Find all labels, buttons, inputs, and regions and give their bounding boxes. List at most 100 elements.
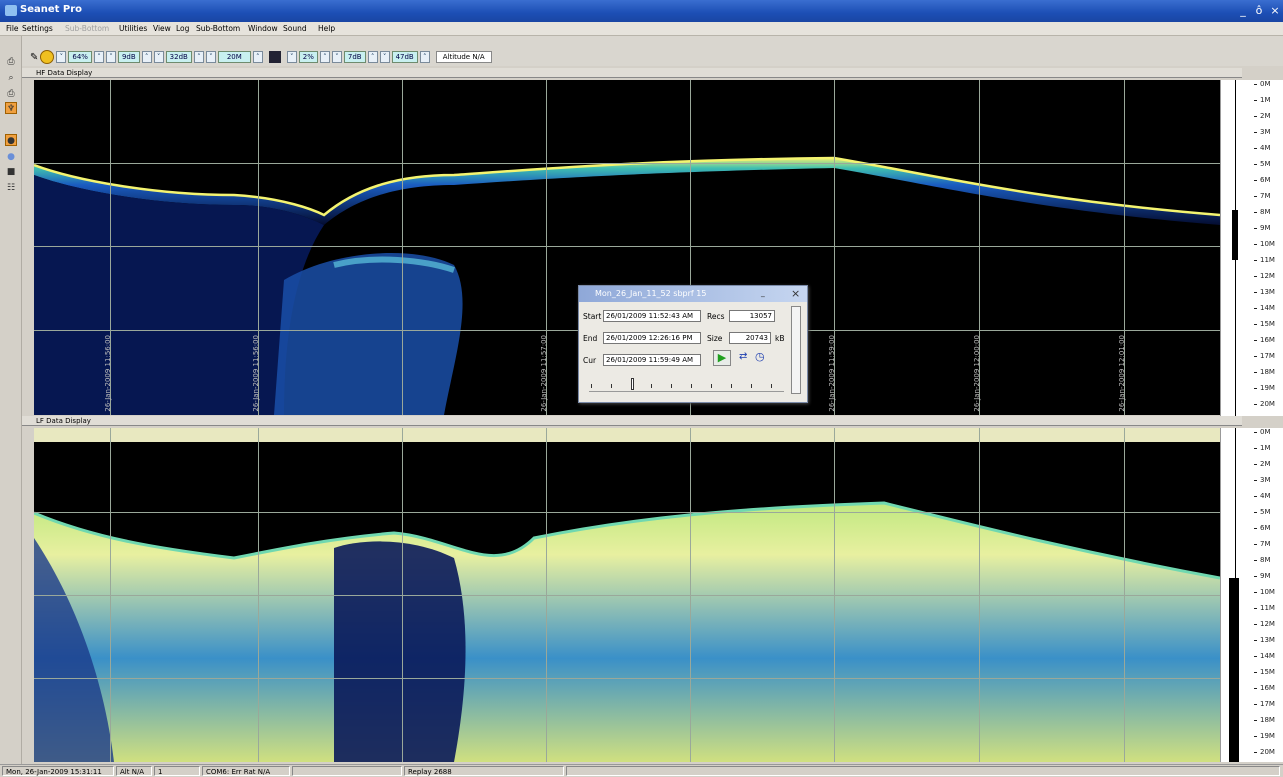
range-up[interactable]: ˄ <box>252 51 263 63</box>
hf-range-db-down[interactable]: ˅ <box>153 51 164 63</box>
depth-tick-label: 1M <box>1254 96 1271 104</box>
status-empty <box>566 766 1280 776</box>
menu-log[interactable]: Log <box>176 24 190 33</box>
dialog-close-button[interactable]: × <box>791 287 801 300</box>
sonar-controls: ✎ ˅ 64% ˄ ˅ 9dB ˄ ˅ 32dB ˄ ˅ 20M ˄ ˅ 2% … <box>30 50 492 64</box>
left-toolbar: ⎙ ⌕ ⎙ ♆ ● ● ■ ☷ <box>0 36 22 776</box>
status-num: 1 <box>154 766 200 776</box>
hf-gain-down[interactable]: ˅ <box>56 51 67 63</box>
pen-icon[interactable]: ✎ <box>30 51 39 63</box>
menu-file[interactable]: File <box>6 24 19 33</box>
range-down[interactable]: ˅ <box>205 51 216 63</box>
start-label: Start <box>583 312 602 321</box>
depth-tick-label: 4M <box>1254 144 1271 152</box>
hf-gain-up[interactable]: ˄ <box>93 51 104 63</box>
lf-panel-title: LF Data Display <box>22 416 1242 426</box>
print-preview-icon[interactable]: ⎙ <box>7 89 15 99</box>
depth-tick-label: 6M <box>1254 176 1271 184</box>
size-label: Size <box>707 334 723 343</box>
recs-field: 13057 <box>729 310 775 322</box>
hf-timestamp: 26-Jan-2009 11:56:00 <box>104 335 112 412</box>
minimize-button[interactable]: _ <box>1240 4 1246 17</box>
depth-tick-label: 18M <box>1254 716 1275 724</box>
menu-utilities[interactable]: Utilities <box>119 24 148 33</box>
dialog-title: Mon_26_Jan_11_52 sbprf 15 <box>579 286 807 302</box>
depth-tick-label: 17M <box>1254 352 1275 360</box>
stop-icon[interactable]: ■ <box>6 167 16 177</box>
zoom-icon[interactable]: ⌕ <box>8 73 14 83</box>
depth-tick-label: 7M <box>1254 192 1271 200</box>
end-field[interactable]: 26/01/2009 12:26:16 PM <box>603 332 701 344</box>
lf-gain-up[interactable]: ˄ <box>319 51 330 63</box>
depth-tick-label: 18M <box>1254 368 1275 376</box>
lf-range-db-up[interactable]: ˄ <box>419 51 430 63</box>
hf-timestamp: 26-Jan-2009 11:56:00 <box>252 335 260 412</box>
depth-tick-label: 20M <box>1254 748 1275 756</box>
depth-tick-label: 14M <box>1254 652 1275 660</box>
depth-tick-label: 11M <box>1254 604 1275 612</box>
playback-slider[interactable] <box>589 378 784 392</box>
hf-timestamp: 26-Jan-2009 12:01:00 <box>1118 335 1126 412</box>
restore-button[interactable]: ô <box>1255 4 1263 17</box>
end-label: End <box>583 334 598 343</box>
lf-gain-value: 2% <box>298 51 318 63</box>
menu-settings[interactable]: Settings <box>22 24 53 33</box>
menu-sub-bottom-disabled: Sub-Bottom <box>65 24 110 33</box>
menu-sound[interactable]: Sound <box>283 24 307 33</box>
depth-tick-label: 16M <box>1254 336 1275 344</box>
depth-tick-label: 15M <box>1254 668 1275 676</box>
menu-window[interactable]: Window <box>248 24 278 33</box>
status-alt: Alt N/A <box>116 766 152 776</box>
play-icon[interactable]: ● <box>7 152 15 162</box>
depth-tick-label: 1M <box>1254 444 1271 452</box>
depth-tick-label: 9M <box>1254 224 1271 232</box>
start-field[interactable]: 26/01/2009 11:52:43 AM <box>603 310 701 322</box>
app-icon <box>5 5 17 16</box>
lf-sonar-image <box>34 428 1220 762</box>
depth-tick-label: 19M <box>1254 384 1275 392</box>
lf-range-db-down[interactable]: ˅ <box>379 51 390 63</box>
settings-icon[interactable]: ☷ <box>6 183 16 193</box>
timer-icon[interactable]: ◷ <box>755 350 765 363</box>
print-icon[interactable]: ⎙ <box>7 57 15 67</box>
depth-tick-label: 20M <box>1254 400 1275 408</box>
lf-contrast-up[interactable]: ˄ <box>367 51 378 63</box>
lf-gain-down[interactable]: ˅ <box>286 51 297 63</box>
recs-label: Recs <box>707 312 725 321</box>
lf-contrast-value: 7dB <box>343 51 366 63</box>
hf-range-db-up[interactable]: ˄ <box>193 51 204 63</box>
hf-depth-scale: 0M 1M 2M 3M 4M 5M 6M 7M 8M 9M 10M 11M 12… <box>1220 80 1283 416</box>
menu-help[interactable]: Help <box>318 24 336 33</box>
hf-data-display[interactable]: 26-Jan-2009 11:56:00 26-Jan-2009 11:56:0… <box>34 80 1220 415</box>
menu-sub-bottom[interactable]: Sub-Bottom <box>196 24 241 33</box>
hf-contrast-up[interactable]: ˄ <box>141 51 152 63</box>
hf-range-db-value: 32dB <box>165 51 192 63</box>
app-title: Seanet Pro <box>20 4 83 15</box>
lf-range-db-value: 47dB <box>391 51 418 63</box>
hf-panel-title: HF Data Display <box>22 68 1242 78</box>
menu-view[interactable]: View <box>153 24 171 33</box>
record-icon[interactable]: ● <box>5 134 17 146</box>
lf-contrast-down[interactable]: ˅ <box>331 51 342 63</box>
cur-field[interactable]: 26/01/2009 11:59:49 AM <box>603 354 701 366</box>
lf-data-display[interactable] <box>34 428 1220 762</box>
grid-icon[interactable] <box>268 51 281 63</box>
dialog-scrollbar[interactable] <box>791 306 801 394</box>
close-button[interactable]: × <box>1270 4 1280 17</box>
depth-tick-label: 3M <box>1254 476 1271 484</box>
marker-icon[interactable]: ♆ <box>5 102 17 114</box>
title-bar: Seanet Pro _ ô × <box>0 0 1283 22</box>
menu-bar: File Settings Sub-Bottom Utilities View … <box>0 22 1283 36</box>
cur-label: Cur <box>583 356 597 365</box>
loop-icon[interactable]: ⇄ <box>739 351 748 362</box>
dialog-minimize-button[interactable]: _ <box>761 288 765 297</box>
slider-thumb[interactable] <box>631 378 635 390</box>
altitude-readout: Altitude N/A <box>435 51 492 63</box>
hf-contrast-down[interactable]: ˅ <box>105 51 116 63</box>
depth-tick-label: 6M <box>1254 524 1271 532</box>
status-replay: Replay 2688 <box>404 766 564 776</box>
hf-gain-value: 64% <box>68 51 92 63</box>
play-button-icon[interactable]: ▶ <box>713 350 731 366</box>
replay-dialog: Mon_26_Jan_11_52 sbprf 15 _ × Start 26/0… <box>578 285 808 403</box>
sun-icon[interactable] <box>40 50 55 64</box>
